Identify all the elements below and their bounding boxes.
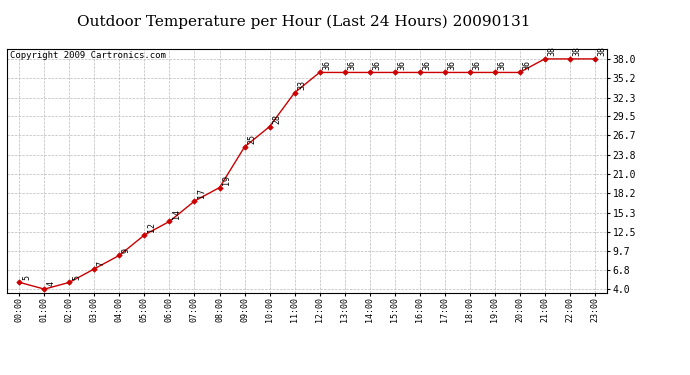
Text: 25: 25	[247, 134, 256, 144]
Text: 17: 17	[197, 188, 206, 198]
Text: Copyright 2009 Cartronics.com: Copyright 2009 Cartronics.com	[10, 51, 166, 60]
Text: 36: 36	[472, 60, 481, 70]
Text: 36: 36	[497, 60, 506, 70]
Text: 19: 19	[222, 175, 231, 185]
Text: 38: 38	[547, 46, 556, 56]
Text: 12: 12	[147, 222, 156, 232]
Text: 4: 4	[47, 281, 56, 286]
Text: Outdoor Temperature per Hour (Last 24 Hours) 20090131: Outdoor Temperature per Hour (Last 24 Ho…	[77, 15, 531, 29]
Text: 36: 36	[522, 60, 531, 70]
Text: 36: 36	[347, 60, 356, 70]
Text: 36: 36	[397, 60, 406, 70]
Text: 36: 36	[422, 60, 431, 70]
Text: 5: 5	[72, 274, 81, 280]
Text: 33: 33	[297, 80, 306, 90]
Text: 9: 9	[122, 248, 131, 252]
Text: 7: 7	[97, 261, 106, 266]
Text: 38: 38	[598, 46, 607, 56]
Text: 38: 38	[572, 46, 581, 56]
Text: 36: 36	[322, 60, 331, 70]
Text: 36: 36	[372, 60, 381, 70]
Text: 36: 36	[447, 60, 456, 70]
Text: 28: 28	[272, 114, 281, 124]
Text: 14: 14	[172, 209, 181, 219]
Text: 5: 5	[22, 274, 31, 280]
